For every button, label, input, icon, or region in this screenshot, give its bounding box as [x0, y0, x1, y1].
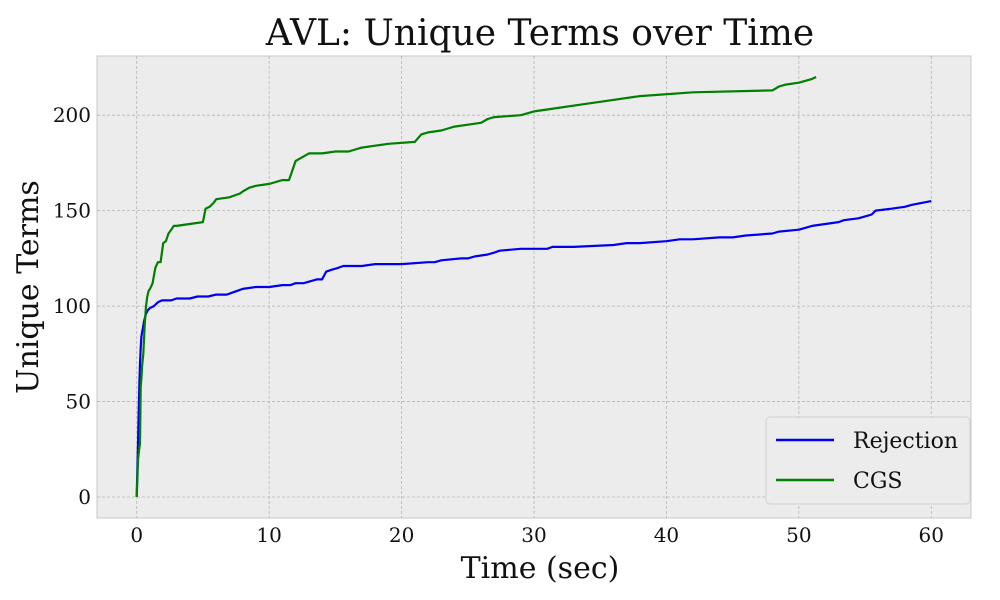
- x-axis-label: Time (sec): [461, 551, 620, 586]
- x-tick-label: 30: [521, 523, 546, 547]
- x-tick-label: 20: [389, 523, 414, 547]
- y-tick-label: 100: [53, 294, 91, 318]
- legend-label-rejection: Rejection: [853, 429, 958, 454]
- x-tick-label: 10: [256, 523, 281, 547]
- series-lines: [135, 76, 932, 498]
- x-tick-label: 40: [654, 523, 679, 547]
- x-tick-label: 50: [786, 523, 811, 547]
- series-line-rejection: [135, 200, 932, 498]
- x-tick-label: 0: [130, 523, 143, 547]
- y-tick-label: 0: [78, 485, 91, 509]
- y-tick-label: 150: [53, 199, 91, 223]
- x-axis-ticks: 0 10 20 30 40 50 60: [130, 523, 944, 547]
- y-axis-label: Unique Terms: [11, 180, 46, 394]
- series-line-cgs: [135, 76, 817, 498]
- y-tick-label: 50: [66, 390, 91, 414]
- chart-title: AVL: Unique Terms over Time: [265, 13, 814, 54]
- legend-label-cgs: CGS: [853, 469, 902, 494]
- y-axis-ticks: 0 50 100 150 200: [53, 103, 91, 509]
- y-tick-label: 200: [53, 103, 91, 127]
- x-tick-label: 60: [919, 523, 944, 547]
- legend: Rejection CGS: [765, 416, 971, 505]
